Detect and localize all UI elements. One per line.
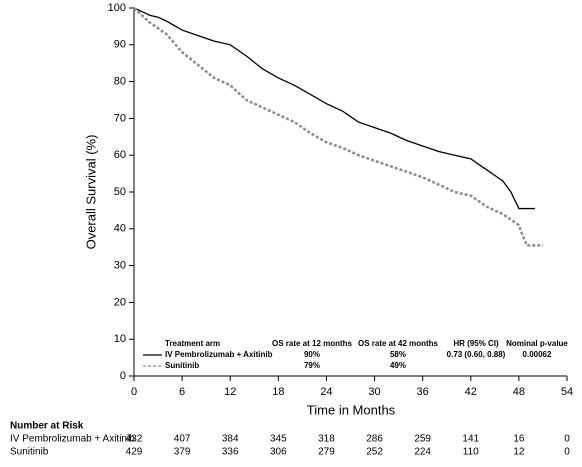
y-tick-label: 30 bbox=[114, 260, 126, 272]
table-cell: 58% bbox=[390, 350, 406, 359]
risk-row-name: Sunitinib bbox=[10, 447, 49, 458]
x-tick-label: 6 bbox=[179, 386, 185, 398]
y-tick-label: 100 bbox=[108, 2, 126, 14]
risk-value: 279 bbox=[318, 447, 335, 458]
risk-value: 306 bbox=[270, 447, 287, 458]
x-tick-label: 18 bbox=[272, 386, 284, 398]
table-cell: 79% bbox=[304, 361, 320, 370]
table-header: Nominal p-value bbox=[506, 339, 568, 348]
y-tick-label: 90 bbox=[114, 39, 126, 51]
risk-value: 429 bbox=[126, 447, 143, 458]
y-tick-label: 20 bbox=[114, 296, 126, 308]
table-cell: 0.73 (0.60, 0.88) bbox=[447, 350, 506, 359]
y-tick-label: 50 bbox=[114, 186, 126, 198]
x-tick-label: 12 bbox=[224, 386, 236, 398]
x-tick-label: 36 bbox=[417, 386, 429, 398]
x-tick-label: 42 bbox=[465, 386, 477, 398]
risk-value: 0 bbox=[564, 447, 570, 458]
risk-row-name: IV Pembrolizumab + Axitinib bbox=[10, 434, 135, 445]
x-tick-label: 0 bbox=[131, 386, 137, 398]
x-tick-label: 48 bbox=[513, 386, 525, 398]
table-header: OS rate at 12 months bbox=[272, 339, 353, 348]
y-tick-label: 80 bbox=[114, 76, 126, 88]
table-cell: 0.00062 bbox=[523, 350, 552, 359]
y-tick-label: 40 bbox=[114, 223, 126, 235]
y-tick-label: 10 bbox=[114, 333, 126, 345]
risk-value: 110 bbox=[463, 447, 479, 458]
table-header: Treatment arm bbox=[165, 339, 220, 348]
risk-value: 259 bbox=[414, 434, 431, 445]
risk-value: 12 bbox=[513, 447, 525, 458]
y-tick-label: 0 bbox=[120, 370, 126, 382]
survival-curve bbox=[133, 7, 543, 247]
y-tick-label: 60 bbox=[114, 149, 126, 161]
risk-value: 141 bbox=[462, 434, 479, 445]
x-tick-label: 54 bbox=[561, 386, 573, 398]
risk-value: 0 bbox=[564, 434, 570, 445]
y-tick-label: 70 bbox=[114, 112, 126, 124]
risk-value: 224 bbox=[414, 447, 431, 458]
risk-value: 379 bbox=[174, 447, 191, 458]
x-axis-title: Time in Months bbox=[307, 402, 396, 417]
risk-value: 384 bbox=[222, 434, 239, 445]
table-cell: Sunitinib bbox=[165, 361, 199, 370]
risk-value: 16 bbox=[513, 434, 525, 445]
survival-curve bbox=[133, 7, 535, 210]
x-tick-label: 30 bbox=[368, 386, 380, 398]
risk-value: 286 bbox=[366, 434, 383, 445]
table-header: OS rate at 42 months bbox=[358, 339, 439, 348]
x-tick-label: 24 bbox=[320, 386, 332, 398]
table-cell: 49% bbox=[390, 361, 406, 370]
risk-value: 432 bbox=[126, 434, 143, 445]
risk-value: 252 bbox=[366, 447, 383, 458]
y-axis-title: Overall Survival (%) bbox=[83, 135, 98, 250]
table-cell: IV Pembrolizumab + Axitinib bbox=[165, 350, 273, 359]
table-header: HR (95% CI) bbox=[453, 339, 499, 348]
risk-value: 318 bbox=[318, 434, 335, 445]
table-cell: 90% bbox=[304, 350, 320, 359]
risk-title: Number at Risk bbox=[10, 421, 84, 432]
risk-value: 407 bbox=[174, 434, 191, 445]
risk-value: 336 bbox=[222, 447, 239, 458]
risk-value: 345 bbox=[270, 434, 287, 445]
